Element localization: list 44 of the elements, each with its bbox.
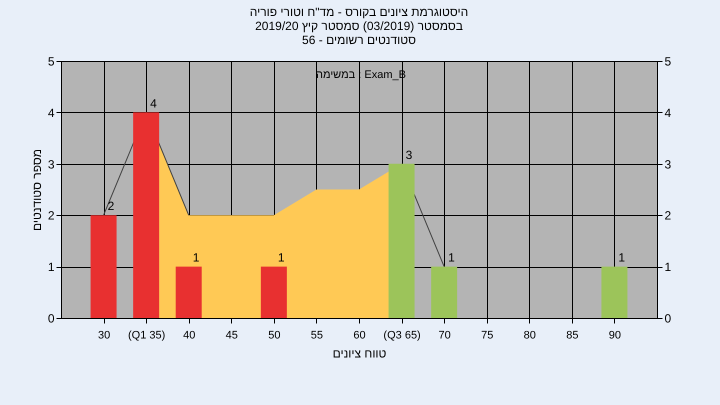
data-label: 2 — [108, 199, 115, 214]
data-label: 1 — [192, 250, 200, 265]
x-tick-label: 85 — [566, 330, 578, 342]
y-tick-label: 4 — [48, 106, 55, 120]
y-tick-label: 1 — [48, 260, 55, 274]
bar — [431, 266, 458, 318]
x-tick-label: 80 — [524, 330, 536, 342]
text: סטודנטים רשומים - 56 — [302, 33, 416, 47]
data-label: 1 — [448, 250, 456, 265]
bar — [601, 266, 628, 318]
x-tick-label: (Q1 35) — [128, 330, 166, 342]
y2-tick-label: 4 — [664, 106, 672, 120]
y-axis-title: מספר סטודנטים — [30, 148, 44, 232]
x-tick-label: 90 — [608, 330, 622, 342]
x-axis-title: טווח ציונים — [332, 346, 387, 360]
text: היסטוגרמת ציונים בקורס - מד"ח וטורי פוריה — [250, 5, 468, 19]
y-tick-label: 3 — [48, 157, 55, 172]
y-tick-label: 5 — [48, 54, 55, 68]
bar — [133, 112, 160, 318]
bar — [90, 215, 117, 318]
data-label: 1 — [618, 250, 626, 265]
x-tick-label: 45 — [226, 330, 238, 342]
bar — [260, 266, 287, 318]
y-tick-label: 2 — [48, 208, 55, 223]
y2-tick-label: 1 — [664, 260, 672, 274]
x-tick-label: 70 — [438, 330, 451, 342]
bar — [388, 164, 415, 318]
x-tick-label: 50 — [268, 330, 280, 342]
text: בסמסטר (03/2019) סמסטר קיץ 2019/20 — [255, 19, 463, 33]
y2-tick-label: 3 — [664, 157, 672, 172]
x-tick-label: 60 — [353, 330, 366, 342]
x-tick-label: 40 — [183, 330, 196, 342]
x-tick-label: (Q3 65) — [383, 330, 421, 342]
y2-tick-label: 2 — [664, 208, 672, 223]
data-label: 4 — [150, 96, 158, 110]
y2-tick-label: 5 — [664, 54, 672, 68]
y2-tick-label: 0 — [664, 312, 672, 326]
data-label: 3 — [406, 148, 413, 162]
bar — [176, 266, 202, 318]
x-tick-label: 55 — [310, 330, 324, 342]
x-tick-label: 30 — [98, 330, 110, 342]
x-tick-label: 75 — [481, 330, 494, 342]
data-label: 1 — [278, 250, 285, 265]
y-tick-label: 0 — [48, 312, 55, 326]
